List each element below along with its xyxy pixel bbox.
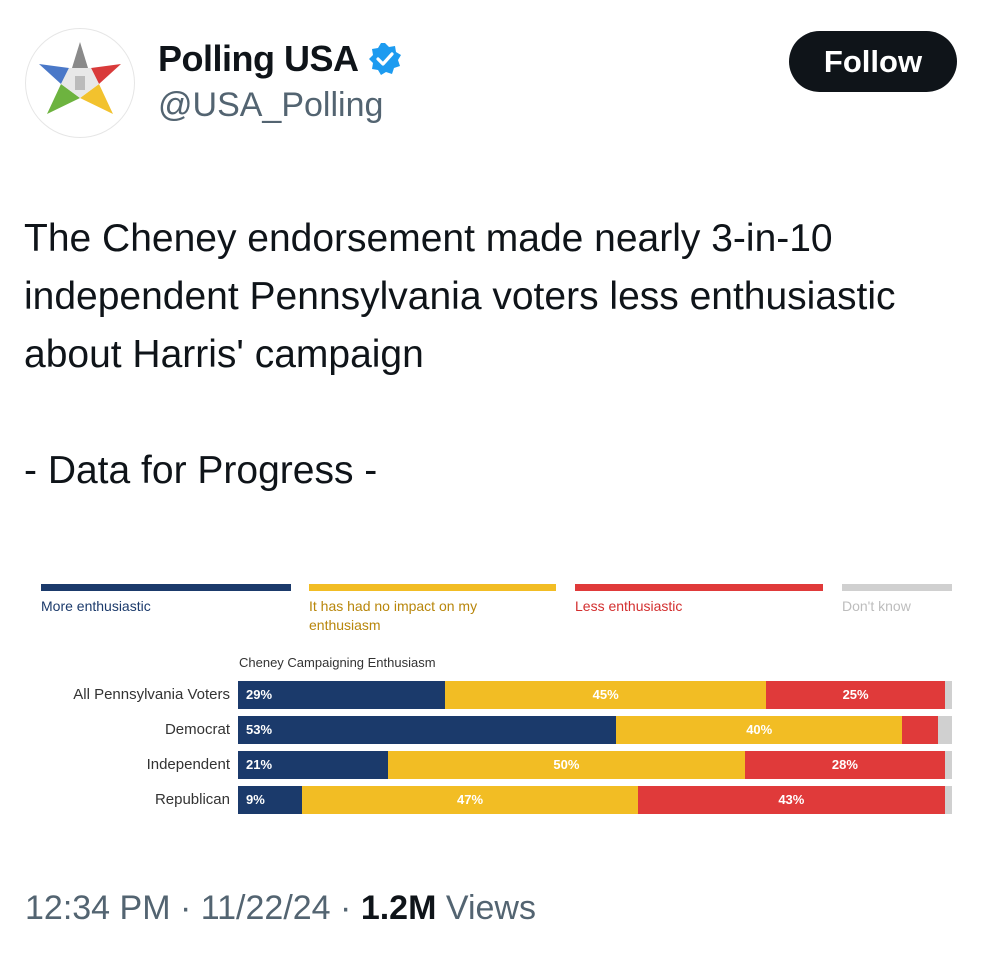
data-label: 47% [457,792,484,807]
display-name[interactable]: Polling USA [158,38,359,79]
legend-swatch [842,584,952,591]
data-label: 21% [246,757,273,772]
bar-segment: 47% [302,786,638,814]
bar-segment [944,751,952,779]
handle[interactable]: @USA_Polling [158,86,384,124]
category-label: Democrat [164,721,230,738]
legend-item: More enthusiastic [41,584,291,616]
category-label: Republican [154,791,230,808]
bar-row: 21% 50% 28% [238,751,952,779]
tweet-timestamp[interactable]: 12:34 PM · 11/22/24 · 1.2M Views [25,889,536,928]
category-label: Independent [146,756,230,773]
bar-segment: 40% [616,716,902,744]
bar-row: 53% 40% [238,716,952,744]
tweet-time: 12:34 PM [25,889,171,927]
separator-dot: · [179,889,201,927]
legend-label: Don't know [842,598,911,614]
polling-usa-logo-icon [39,40,121,114]
bar-segment: 29% [238,681,446,709]
bar-segment: 45% [445,681,767,709]
tweet-body: The Cheney endorsement made nearly 3-in-… [24,217,896,376]
bar-segment: 28% [744,751,945,779]
legend-label: Less enthusiastic [575,598,683,614]
bar-segment: 43% [637,786,945,814]
legend-item: Don't know [842,584,952,616]
bar-segment: 25% [766,681,945,709]
data-label: 43% [778,792,805,807]
data-label: 29% [246,687,273,702]
data-label: 53% [246,722,273,737]
tweet-signature: - Data for Progress - [24,449,378,492]
separator-dot: · [340,889,361,927]
verified-badge-icon [367,41,403,77]
data-label: 9% [246,792,265,807]
legend-swatch [575,584,823,591]
category-label: All Pennsylvania Voters [73,686,230,703]
data-label: 28% [831,757,858,772]
bar-row: 9% 47% 43% [238,786,952,814]
legend-item: It has had no impact on my enthusiasm [309,584,556,635]
bar-segment [944,681,952,709]
legend-swatch [309,584,556,591]
data-label: 40% [746,722,773,737]
tweet-date: 11/22/24 [200,889,331,927]
bar-segment: 9% [238,786,303,814]
follow-button[interactable]: Follow [789,31,957,92]
avatar[interactable] [25,28,135,138]
bar-segment: 50% [387,751,745,779]
legend-label: It has had no impact on my enthusiasm [309,598,478,633]
tweet-text: The Cheney endorsement made nearly 3-in-… [24,210,974,500]
views-label: Views [445,889,536,927]
bar-row: 29% 45% 25% [238,681,952,709]
bar-segment: 53% [238,716,617,744]
author-name-row[interactable]: Polling USA [158,38,403,80]
bar-segment [944,786,952,814]
views-count: 1.2M [360,889,437,927]
data-label: 45% [592,687,619,702]
data-label: 50% [553,757,580,772]
bar-segment: 21% [238,751,388,779]
chart-title: Cheney Campaigning Enthusiasm [239,655,436,670]
bar-segment [902,716,938,744]
legend-label: More enthusiastic [41,598,151,614]
legend-swatch [41,584,291,591]
legend-item: Less enthusiastic [575,584,823,616]
tweet-media-chart[interactable]: More enthusiastic It has had no impact on… [24,548,974,848]
bar-segment [937,716,952,744]
data-label: 25% [842,687,869,702]
